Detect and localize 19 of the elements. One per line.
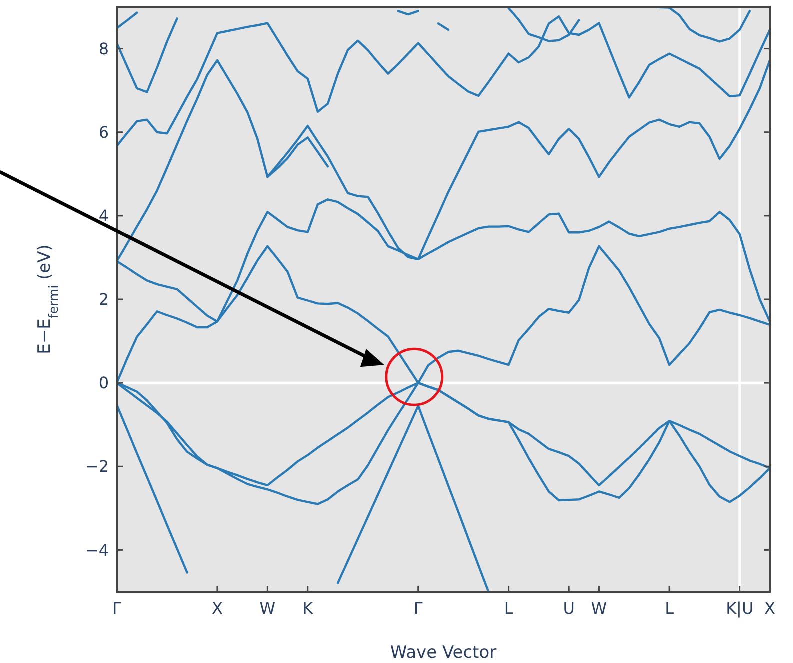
y-tick-label: −4 <box>85 540 109 560</box>
x-tick-label: Γ <box>112 599 122 618</box>
x-tick-label: K|U <box>726 599 754 618</box>
y-tick-label: 2 <box>98 290 109 310</box>
y-tick-label: 4 <box>98 206 109 226</box>
x-tick-label: L <box>504 599 514 618</box>
x-axis-title: Wave Vector <box>390 643 497 663</box>
x-tick-label: L <box>665 599 674 618</box>
x-tick-label: K <box>302 599 314 618</box>
y-tick-label: 6 <box>98 122 109 142</box>
x-tick-label: U <box>563 599 575 618</box>
y-tick-label: −2 <box>85 457 109 476</box>
x-tick-label: Γ <box>414 599 423 618</box>
y-tick-label: 0 <box>98 374 109 393</box>
x-tick-label: X <box>212 599 223 618</box>
y-tick-label: 8 <box>98 39 109 58</box>
x-tick-label: W <box>591 599 608 618</box>
x-tick-label: X <box>764 599 776 618</box>
x-tick-label: W <box>260 599 276 618</box>
